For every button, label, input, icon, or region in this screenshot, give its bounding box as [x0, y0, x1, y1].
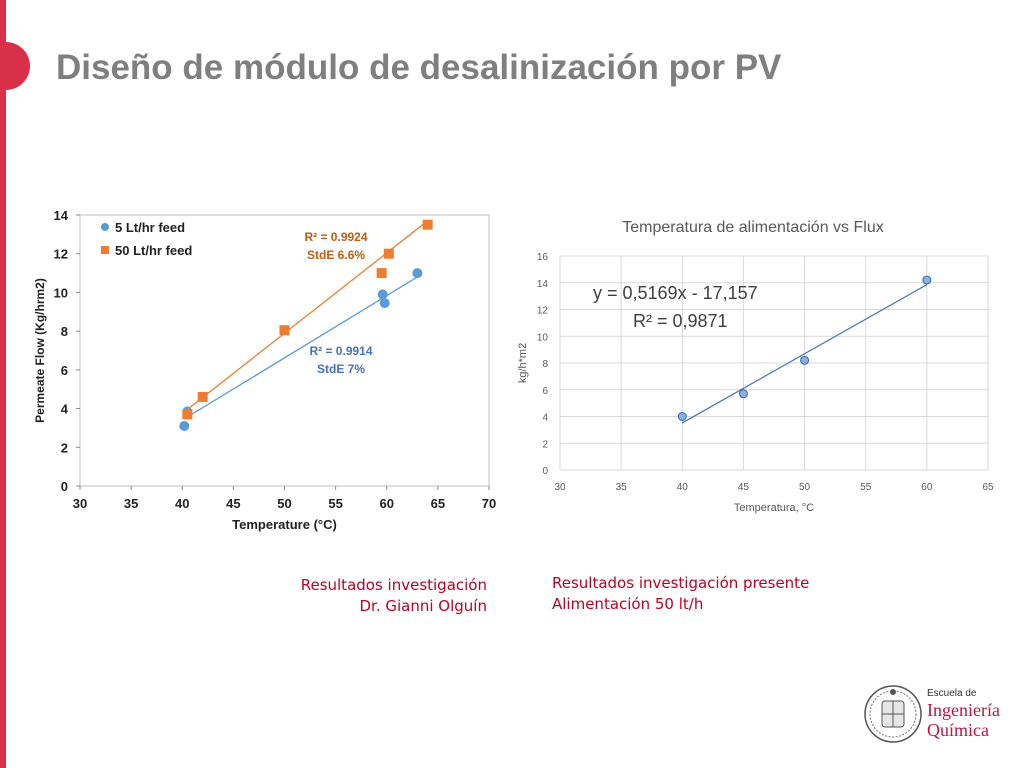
data-point-series-1: [412, 268, 423, 279]
x-tick-label: 40: [175, 496, 189, 511]
x-tick-label: 30: [554, 482, 566, 493]
accent-bar: [0, 0, 6, 768]
trendline-series-1: [184, 276, 418, 419]
slide-title: Diseño de módulo de desalinización por P…: [56, 48, 782, 87]
x-tick-label: 60: [921, 482, 933, 493]
y-tick-label: 0: [61, 479, 68, 494]
x-tick-label: 55: [328, 496, 342, 511]
caption-left: Resultados investigación Dr. Gianni Olgu…: [260, 575, 487, 617]
x-axis-label: Temperature (°C): [232, 517, 337, 532]
university-seal-icon: [864, 685, 922, 743]
logo-line-2: Ingeniería: [927, 700, 1000, 720]
data-point-series-1: [179, 420, 190, 431]
logo-line-3: Química: [927, 720, 989, 740]
x-tick-label: 35: [616, 482, 628, 493]
caption-right-line-2: Alimentación 50 lt/h: [552, 595, 704, 613]
trend-equation: y = 0,5169x - 17,157: [593, 283, 758, 303]
y-tick-label: 14: [54, 208, 69, 223]
trend-r2: R² = 0,9871: [633, 311, 728, 331]
logo-text: Escuela de Ingeniería Química: [927, 688, 1000, 740]
y-tick-label: 8: [542, 359, 548, 370]
x-tick-label: 65: [982, 482, 994, 493]
legend-label-series-1: 5 Lt/hr feed: [115, 220, 185, 235]
data-point: [738, 389, 748, 399]
y-axis-label: Permeate Flow (Kg/hrm2): [33, 278, 47, 423]
legend-marker-series-2: [101, 246, 109, 254]
data-point-series-2: [182, 409, 193, 420]
x-axis-label: Temperatura, °C: [734, 502, 814, 514]
y-tick-label: 6: [542, 386, 548, 397]
data-point-series-2: [279, 325, 290, 336]
data-point-series-1: [377, 289, 388, 300]
legend-label-series-2: 50 Lt/hr feed: [115, 243, 192, 258]
chart-title: Temperatura de alimentación vs Flux: [622, 219, 883, 236]
y-tick-label: 0: [542, 466, 548, 477]
y-tick-label: 8: [61, 324, 68, 339]
x-tick-label: 40: [677, 482, 689, 493]
x-tick-label: 45: [226, 496, 240, 511]
y-tick-label: 12: [54, 247, 68, 262]
y-tick-label: 4: [542, 413, 548, 424]
x-tick-label: 45: [738, 482, 750, 493]
x-tick-label: 70: [482, 496, 496, 511]
y-tick-label: 2: [542, 439, 548, 450]
data-point-series-2: [422, 219, 433, 230]
y-tick-label: 6: [61, 363, 68, 378]
legend-marker-series-1: [101, 223, 109, 231]
data-point: [922, 275, 932, 285]
x-tick-label: 60: [380, 496, 394, 511]
data-point-series-2: [197, 391, 208, 402]
caption-right-line-1: Resultados investigación presente: [552, 574, 810, 592]
annotation-series-2: R² = 0.9924: [304, 230, 367, 244]
data-point-series-2: [376, 268, 387, 279]
y-tick-label: 2: [61, 440, 68, 455]
y-tick-label: 16: [537, 252, 549, 263]
x-tick-label: 50: [799, 482, 811, 493]
logo-line-1: Escuela de: [927, 688, 977, 699]
trendline: [681, 284, 928, 424]
chart-temperatura-flux: Temperatura de alimentación vs Flux 0 2 4 6 8…: [517, 219, 994, 514]
y-tick-label: 10: [54, 285, 68, 300]
x-tick-label: 55: [860, 482, 872, 493]
y-tick-label: 14: [537, 279, 549, 290]
caption-right: Resultados investigación presente Alimen…: [552, 573, 872, 615]
y-axis-label: kg/h*m2: [517, 343, 529, 383]
annotation-series-1: StdE 7%: [317, 362, 365, 376]
data-point: [800, 355, 810, 365]
x-tick-label: 50: [277, 496, 291, 511]
x-tick-label: 35: [124, 496, 138, 511]
data-point-series-1: [379, 298, 390, 309]
x-tick-label: 65: [431, 496, 445, 511]
annotation-series-2: StdE 6.6%: [307, 248, 365, 262]
school-logo: Escuela de Ingeniería Química: [863, 679, 1013, 751]
data-point: [677, 412, 687, 421]
caption-left-line-1: Resultados investigación: [300, 576, 487, 594]
y-tick-label: 10: [537, 332, 549, 343]
y-tick-label: 12: [537, 306, 549, 317]
annotation-series-1: R² = 0.9914: [309, 344, 372, 358]
chart-permeate-flow: 30 35 40 45 50 55 60 65 70 0 2 4 6 8 10 12 14 Temperature…: [33, 208, 496, 532]
x-tick-label: 30: [73, 496, 87, 511]
y-tick-label: 4: [61, 402, 69, 417]
caption-left-line-2: Dr. Gianni Olguín: [359, 597, 488, 615]
data-point-series-2: [383, 248, 394, 259]
accent-tab: [0, 42, 30, 90]
